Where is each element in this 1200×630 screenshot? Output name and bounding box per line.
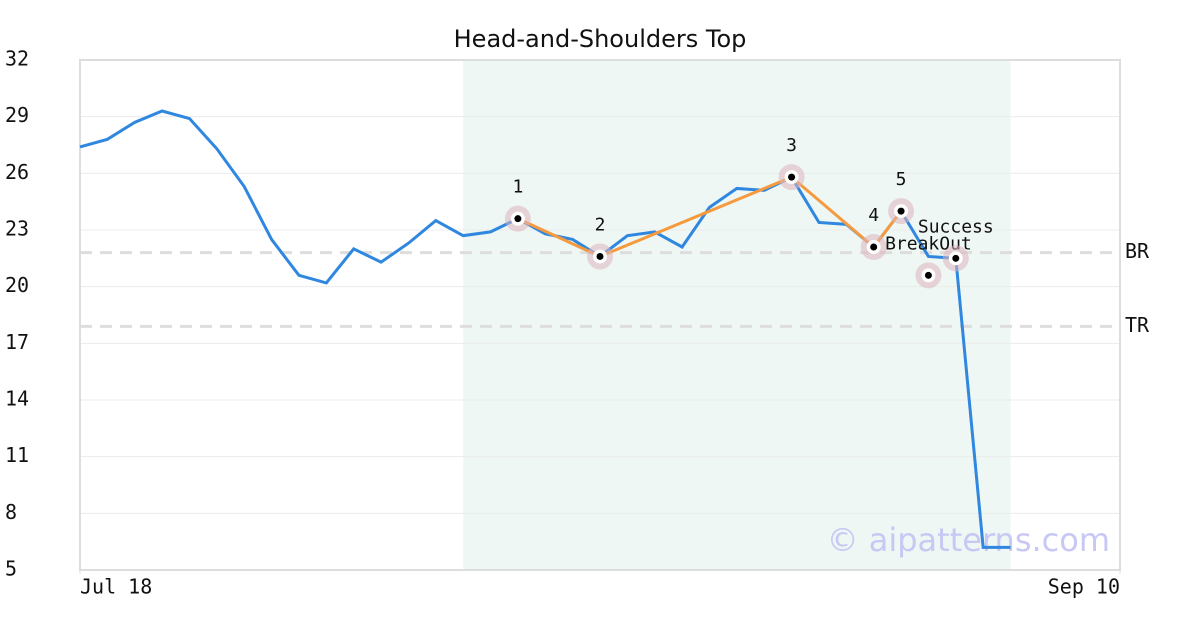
level-label: BR <box>1125 239 1150 263</box>
event-point <box>924 271 932 279</box>
event-point <box>952 254 960 262</box>
pattern-point <box>788 173 796 181</box>
y-tick-label: 23 <box>5 217 29 241</box>
event-label: Success <box>918 216 994 237</box>
pattern-label: 1 <box>512 177 523 198</box>
y-tick-label: 8 <box>5 500 17 524</box>
x-tick-label: Jul 18 <box>80 575 152 599</box>
level-label: TR <box>1125 313 1150 337</box>
x-tick-label: Sep 10 <box>1048 575 1120 599</box>
pattern-label: 3 <box>786 135 797 156</box>
pattern-point <box>870 243 878 251</box>
pattern-point <box>514 215 522 223</box>
pattern-label: 5 <box>896 169 907 190</box>
watermark: © aipatterns.com <box>827 521 1110 559</box>
y-tick-label: 20 <box>5 273 29 297</box>
y-tick-label: 14 <box>5 387 29 411</box>
plot-frame <box>79 59 1121 571</box>
y-tick-label: 26 <box>5 160 29 184</box>
pattern-point <box>897 207 905 215</box>
y-tick-label: 11 <box>5 443 29 467</box>
pattern-point <box>596 252 604 260</box>
y-tick-label: 5 <box>5 557 17 581</box>
chart-title: Head-and-Shoulders Top <box>454 25 747 53</box>
pattern-label: 4 <box>868 205 879 226</box>
pattern-label: 2 <box>595 214 606 235</box>
y-tick-label: 29 <box>5 103 29 127</box>
shaded-region <box>463 60 1011 570</box>
y-tick-label: 17 <box>5 330 29 354</box>
y-tick-label: 32 <box>5 47 29 71</box>
